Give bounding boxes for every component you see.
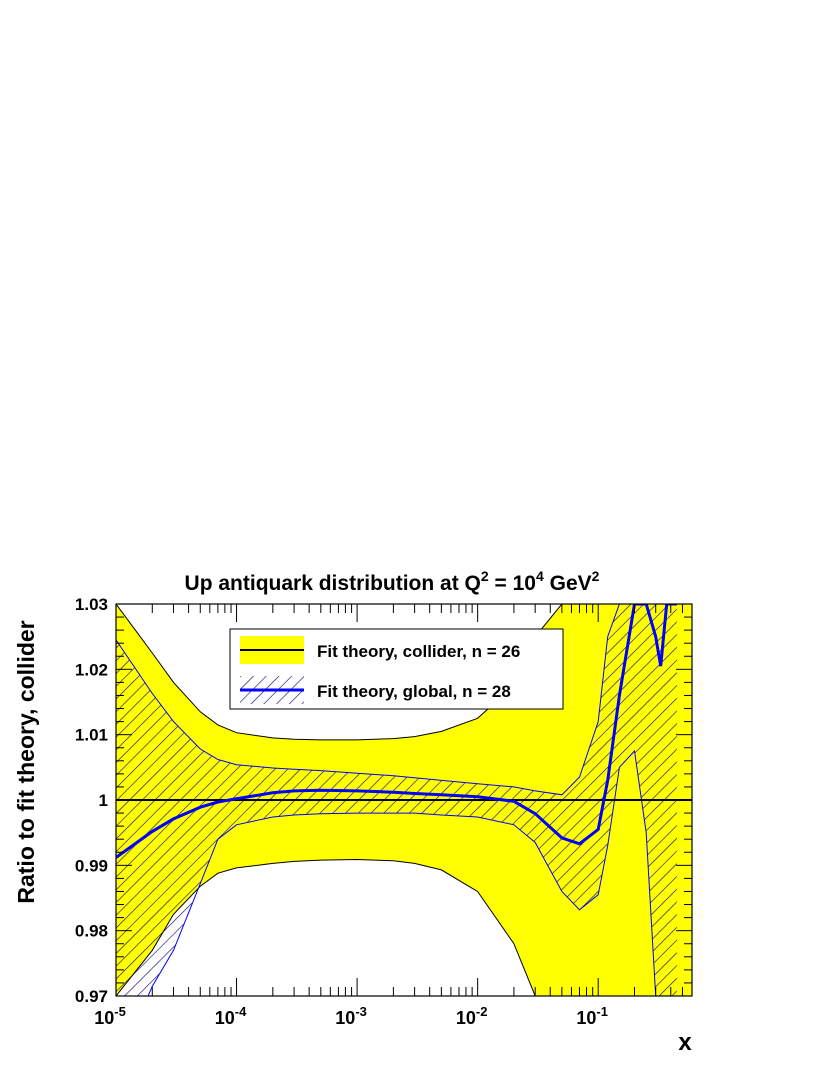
y-tick-labels: 0.97 0.98 0.99 1 1.01 1.02 1.03 <box>75 595 108 1006</box>
x-axis-label: x <box>678 1029 692 1056</box>
x-tick-label: 10-3 <box>335 1004 367 1028</box>
y-tick-label: 1.02 <box>75 660 108 679</box>
global-upper-edge <box>116 604 677 796</box>
y-axis-label: Ratio to fit theory, collider <box>13 620 39 903</box>
legend-global-label: Fit theory, global, n = 28 <box>317 682 511 701</box>
global-center-line <box>116 604 677 859</box>
collider-upper-edge <box>116 604 692 741</box>
x-tick-label: 10-1 <box>576 1004 608 1028</box>
x-tick-label: 10-5 <box>94 1004 126 1028</box>
legend: Fit theory, collider, n = 26 Fit theory,… <box>229 628 564 710</box>
y-tick-label: 1.03 <box>75 595 108 614</box>
y-tick-label: 1 <box>99 791 108 810</box>
chart-title: Up antiquark distribution at Q2 = 104 Ge… <box>185 568 600 595</box>
y-tick-label: 0.99 <box>75 856 108 875</box>
collider-lower-edge <box>116 858 692 996</box>
x-tick-labels: 10-5 10-4 10-3 10-2 10-1 <box>94 1004 608 1028</box>
y-tick-label: 0.97 <box>75 987 108 1006</box>
y-tick-label: 0.98 <box>75 922 108 941</box>
x-tick-label: 10-2 <box>456 1004 488 1028</box>
plot-frame <box>115 603 693 997</box>
x-tick-label: 10-4 <box>215 1004 247 1028</box>
y-tick-label: 1.01 <box>75 726 108 745</box>
global-lower-edge <box>147 749 677 996</box>
legend-collider-label: Fit theory, collider, n = 26 <box>317 642 520 661</box>
